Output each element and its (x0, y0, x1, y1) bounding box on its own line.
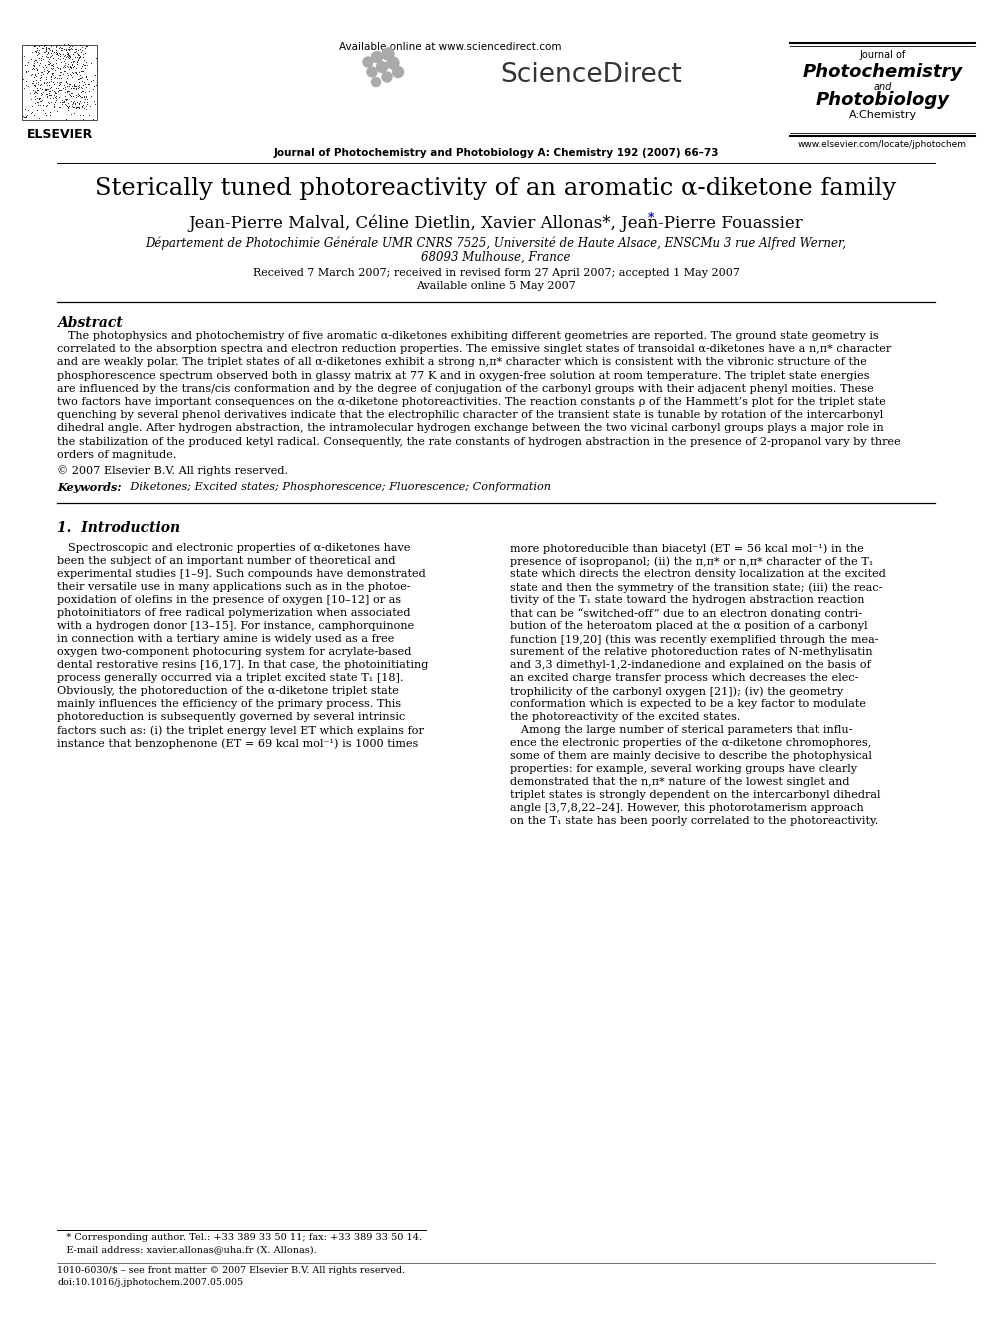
Text: 1010-6030/$ – see front matter © 2007 Elsevier B.V. All rights reserved.: 1010-6030/$ – see front matter © 2007 El… (57, 1266, 405, 1275)
Text: oxygen two-component photocuring system for acrylate-based: oxygen two-component photocuring system … (57, 647, 412, 658)
Text: the stabilization of the produced ketyl radical. Consequently, the rate constant: the stabilization of the produced ketyl … (57, 437, 901, 447)
Text: Département de Photochimie Générale UMR CNRS 7525, Université de Haute Alsace, E: Département de Photochimie Générale UMR … (146, 237, 846, 250)
Text: and: and (873, 82, 892, 93)
Circle shape (371, 78, 381, 86)
Circle shape (382, 71, 392, 82)
Text: an excited charge transfer process which decreases the elec-: an excited charge transfer process which… (510, 673, 858, 684)
Text: and 3,3 dimethyl-1,2-indanedione and explained on the basis of: and 3,3 dimethyl-1,2-indanedione and exp… (510, 660, 871, 671)
Text: and are weakly polar. The triplet states of all α-diketones exhibit a strong n,π: and are weakly polar. The triplet states… (57, 357, 867, 368)
Text: E-mail address: xavier.allonas@uha.fr (X. Allonas).: E-mail address: xavier.allonas@uha.fr (X… (57, 1245, 316, 1254)
Text: bution of the heteroatom placed at the α position of a carbonyl: bution of the heteroatom placed at the α… (510, 622, 868, 631)
Text: poxidation of olefins in the presence of oxygen [10–12] or as: poxidation of olefins in the presence of… (57, 595, 401, 606)
Text: Photobiology: Photobiology (815, 91, 949, 108)
Text: Photochemistry: Photochemistry (803, 64, 962, 81)
Text: www.elsevier.com/locate/jphotochem: www.elsevier.com/locate/jphotochem (798, 140, 967, 149)
Text: experimental studies [1–9]. Such compounds have demonstrated: experimental studies [1–9]. Such compoun… (57, 569, 426, 579)
Text: been the subject of an important number of theoretical and: been the subject of an important number … (57, 557, 396, 566)
Text: photoreduction is subsequently governed by several intrinsic: photoreduction is subsequently governed … (57, 712, 406, 722)
Text: tivity of the T₁ state toward the hydrogen abstraction reaction: tivity of the T₁ state toward the hydrog… (510, 595, 864, 606)
Text: orders of magnitude.: orders of magnitude. (57, 450, 177, 460)
Text: process generally occurred via a triplet excited state T₁ [18].: process generally occurred via a triplet… (57, 673, 404, 684)
Text: demonstrated that the n,π* nature of the lowest singlet and: demonstrated that the n,π* nature of the… (510, 778, 849, 787)
Circle shape (382, 48, 394, 60)
Text: mainly influences the efficiency of the primary process. This: mainly influences the efficiency of the … (57, 700, 401, 709)
Text: with a hydrogen donor [13–15]. For instance, camphorquinone: with a hydrogen donor [13–15]. For insta… (57, 622, 415, 631)
Text: triplet states is strongly dependent on the intercarbonyl dihedral: triplet states is strongly dependent on … (510, 790, 881, 800)
Text: Abstract: Abstract (57, 316, 123, 329)
Text: doi:10.1016/j.jphotochem.2007.05.005: doi:10.1016/j.jphotochem.2007.05.005 (57, 1278, 243, 1287)
Text: more photoreducible than biacetyl (EΤ = 56 kcal mol⁻¹) in the: more photoreducible than biacetyl (EΤ = … (510, 544, 864, 554)
Circle shape (367, 67, 377, 77)
Text: *: * (648, 212, 655, 225)
Text: Spectroscopic and electronic properties of α-diketones have: Spectroscopic and electronic properties … (57, 544, 411, 553)
Text: in connection with a tertiary amine is widely used as a free: in connection with a tertiary amine is w… (57, 635, 395, 644)
Text: that can be “switched-off” due to an electron donating contri-: that can be “switched-off” due to an ele… (510, 609, 862, 619)
Text: correlated to the absorption spectra and electron reduction properties. The emis: correlated to the absorption spectra and… (57, 344, 891, 355)
Text: conformation which is expected to be a key factor to modulate: conformation which is expected to be a k… (510, 700, 866, 709)
Text: Among the large number of sterical parameters that influ-: Among the large number of sterical param… (510, 725, 852, 736)
Text: on the T₁ state has been poorly correlated to the photoreactivity.: on the T₁ state has been poorly correlat… (510, 816, 878, 827)
Text: the photoreactivity of the excited states.: the photoreactivity of the excited state… (510, 712, 740, 722)
Text: instance that benzophenone (EΤ = 69 kcal mol⁻¹) is 1000 times: instance that benzophenone (EΤ = 69 kcal… (57, 738, 419, 749)
Text: Journal of: Journal of (859, 50, 906, 60)
Text: presence of isopropanol; (ii) the π,π* or n,π* character of the T₁: presence of isopropanol; (ii) the π,π* o… (510, 557, 873, 568)
Text: state and then the symmetry of the transition state; (iii) the reac-: state and then the symmetry of the trans… (510, 582, 882, 593)
Circle shape (377, 61, 388, 73)
Text: Available online 5 May 2007: Available online 5 May 2007 (416, 280, 576, 291)
Text: angle [3,7,8,22–24]. However, this photorotamerism approach: angle [3,7,8,22–24]. However, this photo… (510, 803, 864, 814)
Text: * Corresponding author. Tel.: +33 389 33 50 11; fax: +33 389 33 50 14.: * Corresponding author. Tel.: +33 389 33… (57, 1233, 423, 1242)
Text: Obviously, the photoreduction of the α-diketone triplet state: Obviously, the photoreduction of the α-d… (57, 687, 399, 696)
Text: dental restorative resins [16,17]. In that case, the photoinitiating: dental restorative resins [16,17]. In th… (57, 660, 429, 671)
Text: Diketones; Excited states; Phosphorescence; Fluorescence; Conformation: Diketones; Excited states; Phosphorescen… (123, 482, 551, 492)
Text: function [19,20] (this was recently exemplified through the mea-: function [19,20] (this was recently exem… (510, 635, 879, 644)
Text: The photophysics and photochemistry of five aromatic α-diketones exhibiting diff: The photophysics and photochemistry of f… (57, 331, 879, 341)
Text: A:Chemistry: A:Chemistry (848, 110, 917, 120)
Text: ence the electronic properties of the α-diketone chromophores,: ence the electronic properties of the α-… (510, 738, 871, 749)
Text: dihedral angle. After hydrogen abstraction, the intramolecular hydrogen exchange: dihedral angle. After hydrogen abstracti… (57, 423, 884, 434)
Circle shape (371, 52, 383, 62)
Text: their versatile use in many applications such as in the photoe-: their versatile use in many applications… (57, 582, 411, 593)
Circle shape (387, 57, 399, 69)
Text: properties: for example, several working groups have clearly: properties: for example, several working… (510, 765, 857, 774)
Text: photoinitiators of free radical polymerization when associated: photoinitiators of free radical polymeri… (57, 609, 411, 618)
Text: Keywords:: Keywords: (57, 482, 121, 493)
Text: trophilicity of the carbonyl oxygen [21]); (iv) the geometry: trophilicity of the carbonyl oxygen [21]… (510, 687, 843, 697)
Text: are influenced by the trans/cis conformation and by the degree of conjugation of: are influenced by the trans/cis conforma… (57, 384, 874, 394)
Text: 1.  Introduction: 1. Introduction (57, 521, 181, 536)
Text: state which directs the electron density localization at the excited: state which directs the electron density… (510, 569, 886, 579)
Text: Jean-Pierre Malval, Céline Dietlin, Xavier Allonas*, Jean-Pierre Fouassier: Jean-Pierre Malval, Céline Dietlin, Xavi… (188, 216, 804, 233)
Text: ELSEVIER: ELSEVIER (27, 128, 92, 142)
Text: Sterically tuned photoreactivity of an aromatic α-diketone family: Sterically tuned photoreactivity of an a… (95, 177, 897, 200)
Text: surement of the relative photoreduction rates of N-methylisatin: surement of the relative photoreduction … (510, 647, 873, 658)
Circle shape (363, 57, 373, 67)
Text: some of them are mainly decisive to describe the photophysical: some of them are mainly decisive to desc… (510, 751, 872, 762)
Text: 68093 Mulhouse, France: 68093 Mulhouse, France (422, 251, 570, 265)
Text: ScienceDirect: ScienceDirect (500, 62, 682, 89)
Text: quenching by several phenol derivatives indicate that the electrophilic characte: quenching by several phenol derivatives … (57, 410, 883, 421)
Text: © 2007 Elsevier B.V. All rights reserved.: © 2007 Elsevier B.V. All rights reserved… (57, 464, 288, 476)
Text: Received 7 March 2007; received in revised form 27 April 2007; accepted 1 May 20: Received 7 March 2007; received in revis… (253, 269, 739, 278)
Circle shape (393, 66, 404, 78)
Text: Journal of Photochemistry and Photobiology A: Chemistry 192 (2007) 66–73: Journal of Photochemistry and Photobiolo… (273, 148, 719, 157)
Text: two factors have important consequences on the α-diketone photoreactivities. The: two factors have important consequences … (57, 397, 886, 407)
Text: phosphorescence spectrum observed both in glassy matrix at 77 K and in oxygen-fr: phosphorescence spectrum observed both i… (57, 370, 870, 381)
Text: Available online at www.sciencedirect.com: Available online at www.sciencedirect.co… (338, 42, 561, 52)
Text: factors such as: (i) the triplet energy level EΤ which explains for: factors such as: (i) the triplet energy … (57, 725, 424, 736)
